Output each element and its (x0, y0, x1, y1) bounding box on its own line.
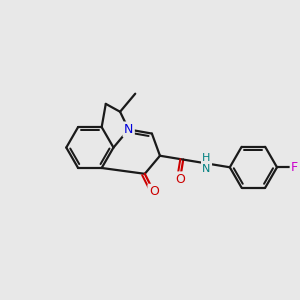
Text: O: O (149, 185, 159, 198)
Text: H
N: H N (202, 153, 211, 174)
Text: O: O (175, 173, 185, 186)
Text: F: F (291, 161, 298, 174)
Text: N: N (124, 123, 133, 136)
